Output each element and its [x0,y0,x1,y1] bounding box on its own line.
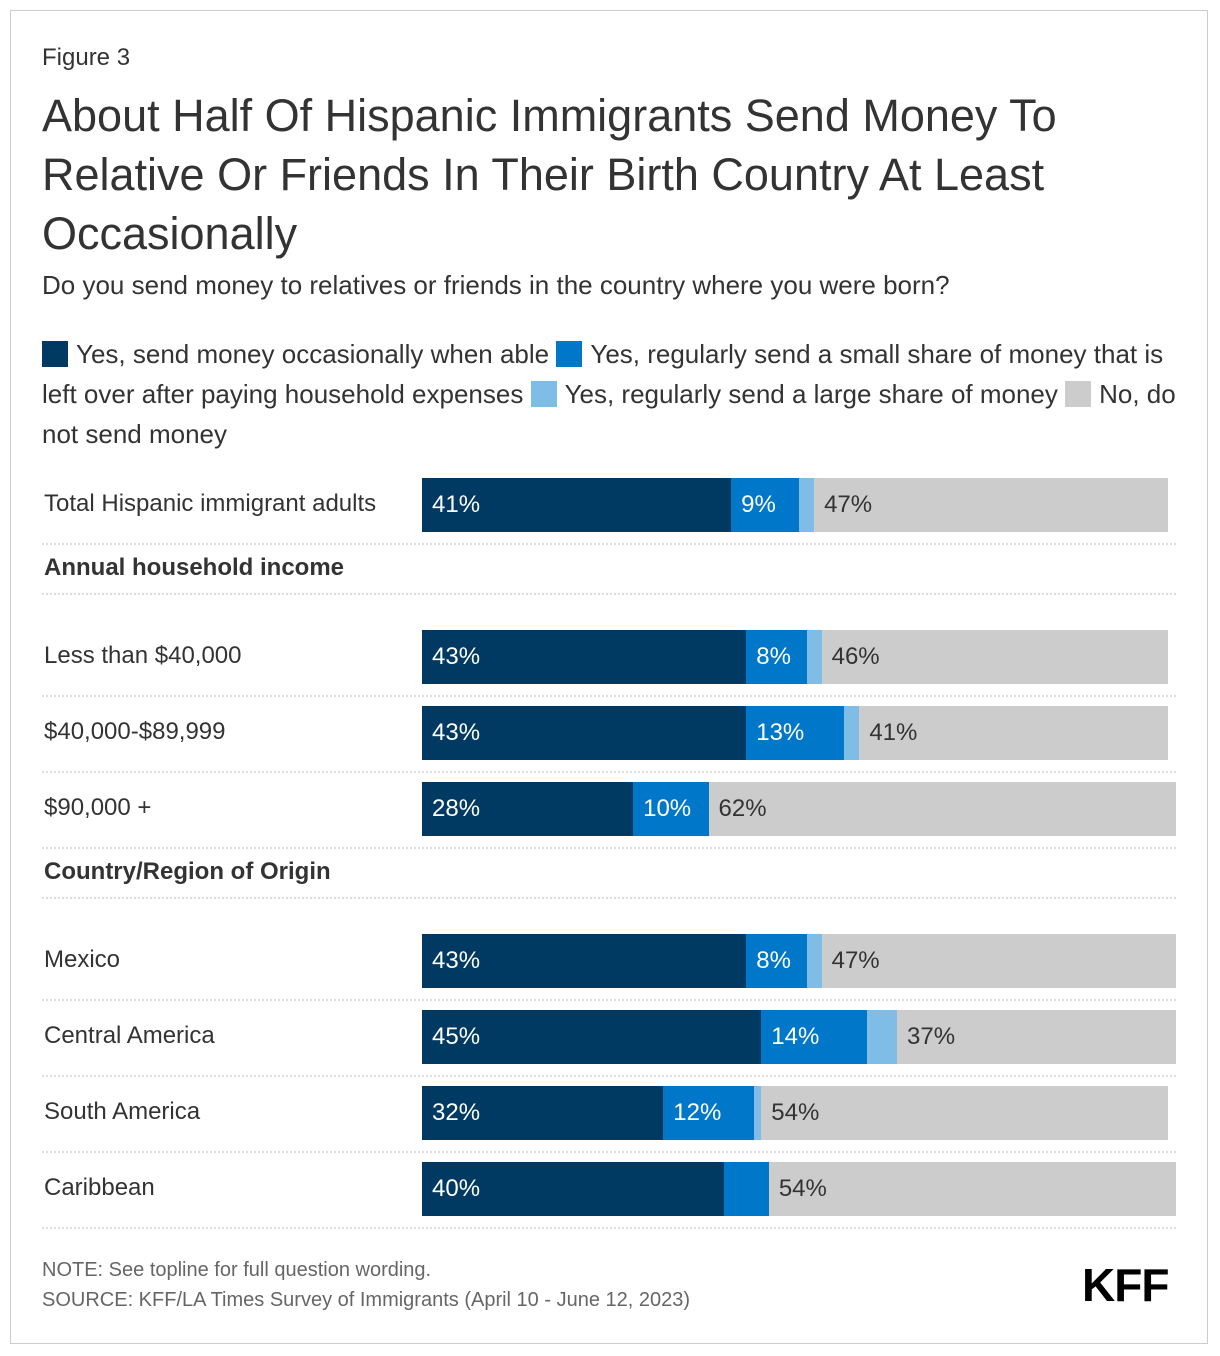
row-label: Less than $40,000 [44,642,242,669]
data-label: 32% [432,1099,481,1126]
bar-segment [708,782,1176,836]
group-heading: Annual household income [44,554,345,581]
legend-swatch [530,381,557,407]
legend-swatch [556,341,583,367]
row-label: South America [44,1098,201,1125]
row-label: Total Hispanic immigrant adults [44,490,377,517]
separator [42,1227,1176,1229]
bar-segment [422,630,747,684]
legend-swatch [42,341,68,367]
row-label: $90,000 + [44,794,152,821]
bar-segment [753,1086,762,1140]
legend-label: Yes, regularly send a small share of mon… [42,339,1164,409]
separator [42,695,1176,697]
bar-segment [761,1010,867,1064]
bar-segment [746,630,807,684]
row-label: Central America [44,1022,215,1049]
data-label: 13% [756,719,805,746]
legend-item: Yes, regularly send a small share of mon… [42,339,1163,409]
separator [42,897,1176,899]
data-label: 10% [643,795,692,822]
bar-segment [799,478,815,532]
kff-logo: KFF [1082,1259,1169,1311]
data-label: 37% [907,1023,956,1050]
data-label: 43% [432,643,481,670]
bar-segment [663,1086,754,1140]
bar-segment [806,934,822,988]
bar-segment [844,706,860,760]
data-label: 47% [824,491,873,518]
data-label: 8% [756,643,791,670]
bar-segment [422,478,732,532]
chart-title: About Half Of Hispanic Immigrants Send M… [42,90,1057,259]
data-label: 28% [432,795,481,822]
bar-segment [821,630,1169,684]
note: NOTE: See topline for full question word… [42,1259,432,1281]
separator [42,543,1176,545]
data-label: 41% [869,719,918,746]
data-label: 47% [831,947,880,974]
group-heading: Country/Region of Origin [44,858,331,885]
bar-segment [859,706,1169,760]
bar-segment [422,934,747,988]
bar-segment [866,1010,898,1064]
bar-segment [806,630,822,684]
separator [42,593,1176,595]
legend-item: No, do not send money [42,379,1176,449]
legend-label: Yes, regularly send a large share of mon… [564,379,1058,409]
data-label: 14% [771,1023,820,1050]
data-label: 45% [432,1023,481,1050]
row-label: $40,000-$89,999 [44,718,226,745]
bar-segment [746,706,845,760]
bar-segment [731,478,799,532]
legend-label: No, do not send money [42,379,1176,449]
bar-segment [422,706,747,760]
legend-item: Yes, regularly send a large share of mon… [530,379,1058,409]
bar-segment [746,934,807,988]
bar-segment [422,1162,724,1216]
data-label: 9% [741,491,776,518]
bar-segment [821,934,1176,988]
data-label: 62% [718,795,767,822]
legend-label: Yes, send money occasionally when able [76,339,550,369]
data-label: 43% [432,719,481,746]
legend-swatch [1065,381,1092,407]
separator [42,1075,1176,1077]
separator [42,771,1176,773]
bar-segment [761,1086,1169,1140]
bar-segment [633,782,709,836]
bar-segment [422,1086,664,1140]
legend: Yes, send money occasionally when able Y… [42,334,1182,454]
bar-segment [897,1010,1176,1064]
bar-segment [723,1162,769,1216]
data-label: 40% [432,1175,481,1202]
bar-segment [768,1162,1176,1216]
bar-segment [814,478,1169,532]
data-label: 41% [432,491,481,518]
bar-segment [422,782,634,836]
row-label: Caribbean [44,1174,155,1201]
separator [42,999,1176,1001]
row-label: Mexico [44,946,121,973]
data-label: 12% [673,1099,722,1126]
separator [42,847,1176,849]
bar-segment [422,1010,762,1064]
figure-frame [10,10,1208,1344]
data-label: 46% [831,643,880,670]
figure-label: Figure 3 [42,44,131,71]
data-label: 54% [771,1099,820,1126]
data-label: 54% [778,1175,827,1202]
separator [42,1151,1176,1153]
data-label: 43% [432,947,481,974]
source: SOURCE: KFF/LA Times Survey of Immigrant… [42,1289,691,1311]
chart-subtitle: Do you send money to relatives or friend… [42,270,950,300]
data-label: 8% [756,947,791,974]
legend-item: Yes, send money occasionally when able [42,339,549,369]
